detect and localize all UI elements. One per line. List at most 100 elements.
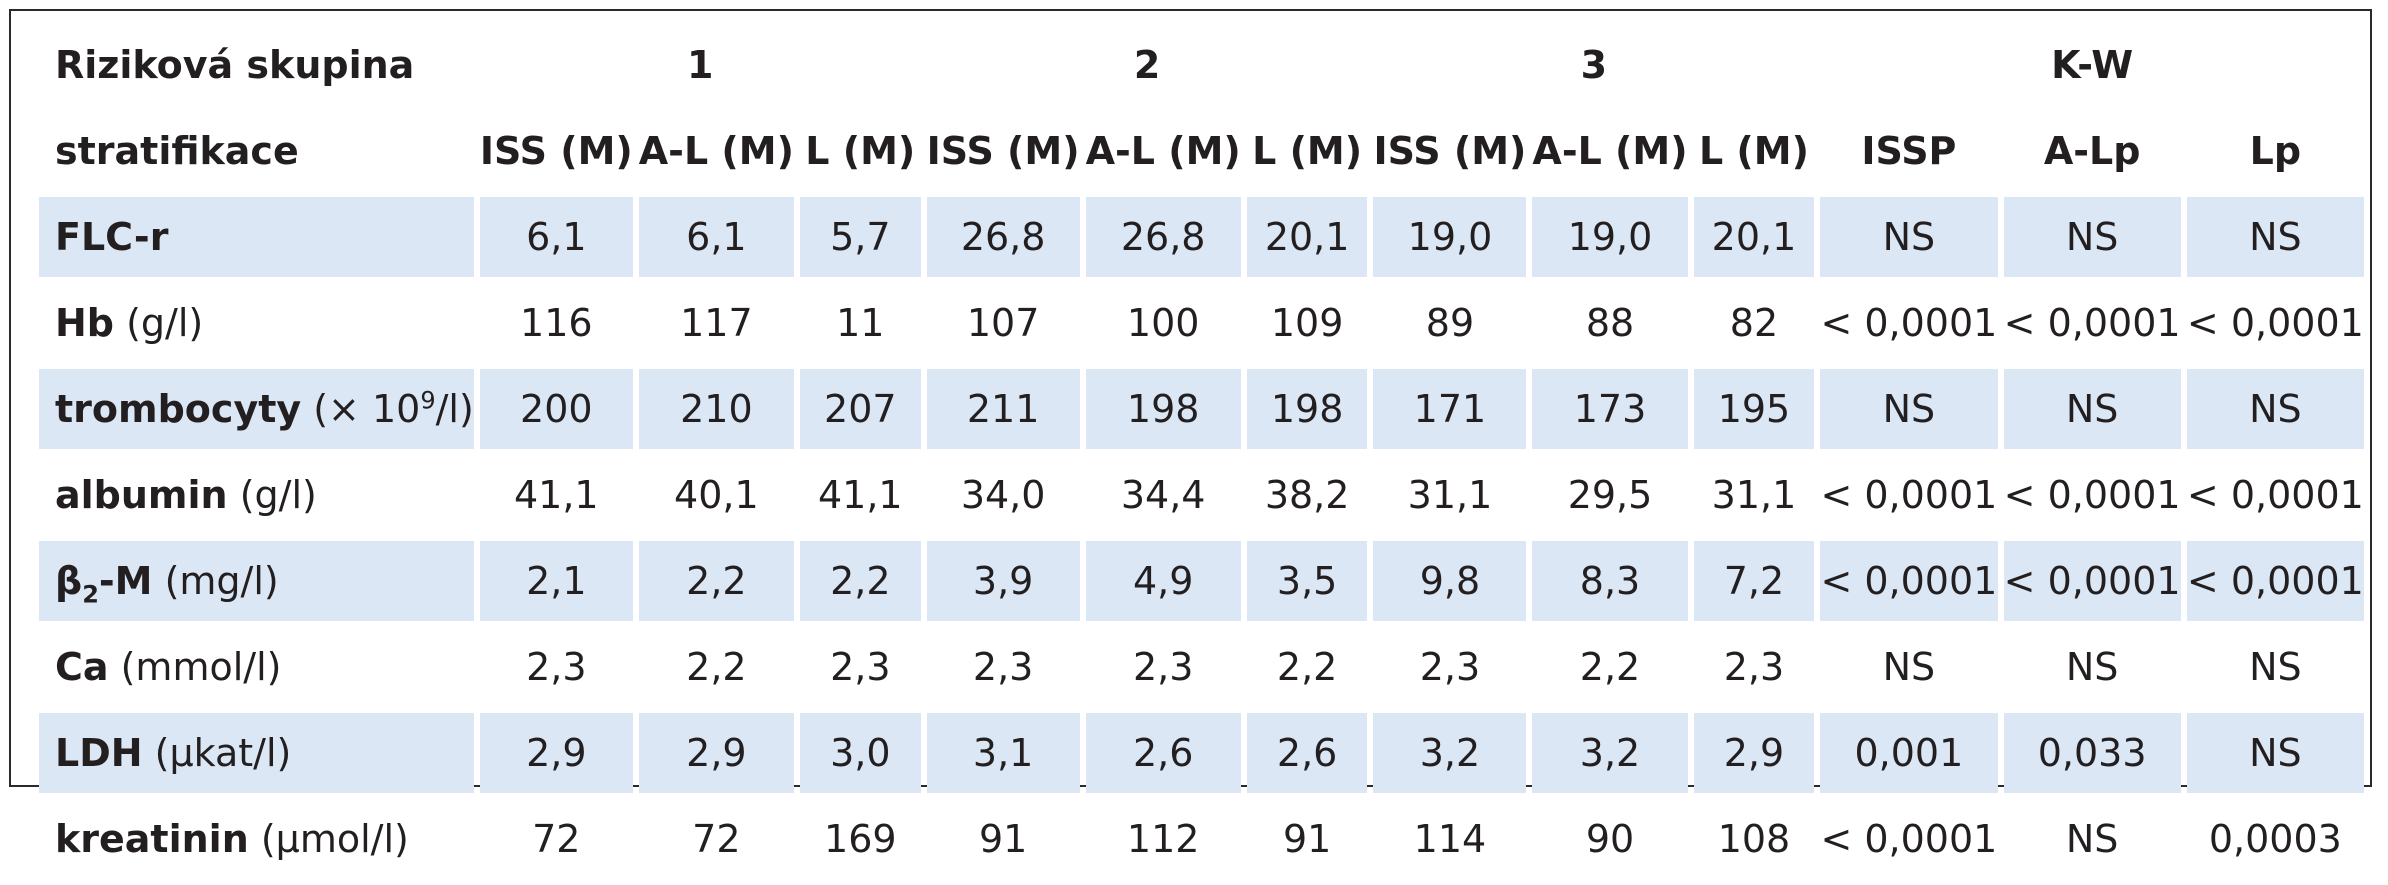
table-row: trombocyty (× 109/l) 200 210 207 211 198 198 17… <box>39 369 2364 449</box>
table-cell: 114 <box>1413 817 1487 861</box>
table-cell: 41,1 <box>513 473 599 517</box>
table-cell: 82 <box>1729 301 1779 345</box>
parameter-unit: (µmol/l) <box>248 817 409 861</box>
table-cell: 2,3 <box>526 645 587 689</box>
column-header: L (M) <box>1698 129 1809 173</box>
table-cell: NS <box>2003 197 2181 277</box>
table-cell: < 0,0001 <box>2186 541 2364 621</box>
table-cell: 8,3 <box>1532 541 1688 621</box>
table-cell: 107 <box>966 301 1040 345</box>
column-header: L (M) <box>1252 129 1363 173</box>
row-label: kreatinin (µmol/l) <box>39 799 474 879</box>
row-label: LDH (µkat/l) <box>39 713 474 793</box>
table-cell: 0,0003 <box>2208 817 2342 861</box>
table-cell: 6,1 <box>638 197 794 277</box>
table-cell: 2,2 <box>638 541 794 621</box>
table-cell: 3,0 <box>799 713 921 793</box>
table-cell: 31,1 <box>1711 473 1797 517</box>
table-cell: 34,0 <box>960 473 1046 517</box>
table-cell: NS <box>2065 817 2119 861</box>
table-cell: < 0,0001 <box>1820 541 1998 621</box>
table-cell: 117 <box>680 301 753 345</box>
table-cell: 2,3 <box>1132 645 1194 689</box>
table-cell: NS <box>2249 645 2302 689</box>
table-cell: 2,2 <box>1276 645 1338 689</box>
table-cell: 3,2 <box>1373 713 1527 793</box>
table-cell: 2,2 <box>1579 645 1641 689</box>
row-label: FLC-r <box>39 197 474 277</box>
column-header: L (M) <box>805 129 916 173</box>
column-header: ISS (M) <box>926 129 1080 173</box>
table-cell: 91 <box>1282 817 1332 861</box>
table-cell: 26,8 <box>926 197 1080 277</box>
table-cell: < 0,0001 <box>2186 473 2364 517</box>
table-cell: 26,8 <box>1085 197 1241 277</box>
table-cell: 2,2 <box>799 541 921 621</box>
parameter-name: β <box>55 559 83 603</box>
table-cell: 173 <box>1532 369 1688 449</box>
table-cell: 2,3 <box>972 645 1034 689</box>
row-label: Ca (mmol/l) <box>39 627 474 707</box>
table-cell: 7,2 <box>1693 541 1815 621</box>
table-cell: 198 <box>1085 369 1241 449</box>
group-header-row: Riziková skupina 1 2 3 K-W <box>39 25 2364 105</box>
table-cell: 195 <box>1693 369 1815 449</box>
table-cell: 171 <box>1373 369 1527 449</box>
table-cell: NS <box>1820 369 1998 449</box>
parameter-name: kreatinin <box>55 817 249 861</box>
column-header: ISSP <box>1861 129 1957 173</box>
group-header-3: 3 <box>1580 43 1608 87</box>
column-header: A-Lp <box>2043 129 2141 173</box>
row-label: albumin (g/l) <box>39 455 474 535</box>
data-table: Riziková skupina 1 2 3 K-W stratifikace … <box>33 19 2370 885</box>
table-cell: 2,9 <box>1693 713 1815 793</box>
stratification-header-row: stratifikace ISS (M) A-L (M) L (M) ISS (… <box>39 111 2364 191</box>
table-cell: NS <box>2186 369 2364 449</box>
table-cell: 40,1 <box>674 473 759 517</box>
table-cell: 2,1 <box>479 541 633 621</box>
table-cell: 2,3 <box>830 645 891 689</box>
table-row: β2-M (mg/l) 2,1 2,2 2,2 3,9 4,9 3,5 9,8 8,3 7,2 < … <box>39 541 2364 621</box>
table-cell: NS <box>1820 197 1998 277</box>
table-cell: 34,4 <box>1120 473 1206 517</box>
table-cell: 9,8 <box>1373 541 1527 621</box>
table-cell: 88 <box>1585 301 1635 345</box>
group-header-kw: K-W <box>2051 43 2134 87</box>
table-cell: 38,2 <box>1264 473 1350 517</box>
stratification-label: stratifikace <box>55 129 299 173</box>
table-cell: 207 <box>799 369 921 449</box>
row-label: Hb (g/l) <box>39 283 474 363</box>
table-cell: 20,1 <box>1246 197 1368 277</box>
parameter-name: LDH <box>55 731 143 775</box>
table-cell: 19,0 <box>1532 197 1688 277</box>
table-cell: 3,1 <box>926 713 1080 793</box>
table-cell: 2,3 <box>1419 645 1481 689</box>
table-cell: 5,7 <box>799 197 921 277</box>
column-header: A-L (M) <box>1532 129 1688 173</box>
table-cell: 211 <box>926 369 1080 449</box>
column-header: Lp <box>2249 129 2302 173</box>
table-cell: 0,033 <box>2003 713 2181 793</box>
table-cell: 41,1 <box>817 473 903 517</box>
table-cell: 0,001 <box>1820 713 1998 793</box>
table-cell: 2,6 <box>1085 713 1241 793</box>
table-cell: 100 <box>1126 301 1200 345</box>
table-cell: 109 <box>1270 301 1344 345</box>
table-cell: 19,0 <box>1373 197 1527 277</box>
group-header-label: Riziková skupina <box>55 43 415 87</box>
table-cell: < 0,0001 <box>1820 473 1998 517</box>
table-cell: 2,9 <box>638 713 794 793</box>
parameter-superscript: 9 <box>420 386 436 415</box>
table-cell: 108 <box>1717 817 1791 861</box>
parameter-unit: (× 10 <box>301 387 421 431</box>
table-row: FLC-r 6,1 6,1 5,7 26,8 26,8 20,1 19,0 19,0 20,1 NS… <box>39 197 2364 277</box>
table-cell: < 0,0001 <box>2003 473 2181 517</box>
table-cell: NS <box>2065 645 2119 689</box>
table-cell: 112 <box>1126 817 1200 861</box>
table-cell: NS <box>2003 369 2181 449</box>
parameter-unit-suffix: /l) <box>435 387 474 431</box>
table-cell: 72 <box>692 817 741 861</box>
row-label: trombocyty (× 109/l) <box>39 369 474 449</box>
column-header: A-L (M) <box>638 129 794 173</box>
table-cell: 11 <box>836 301 885 345</box>
